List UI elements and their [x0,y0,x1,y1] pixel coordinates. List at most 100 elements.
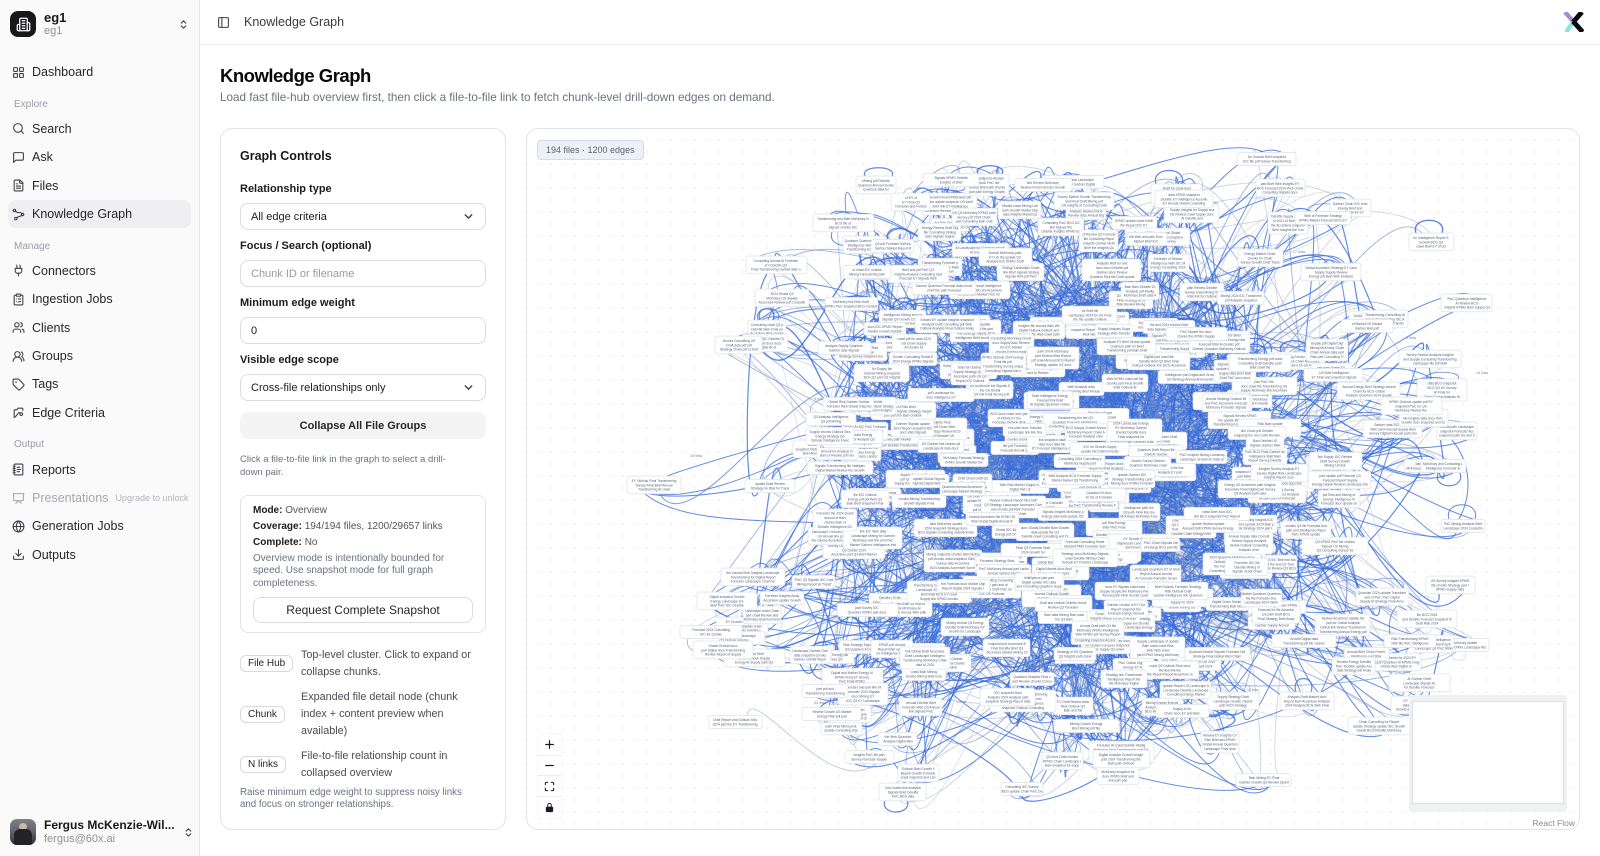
svg-text:Web Analysis data: Web Analysis data [1067,385,1094,389]
svg-text:Insights Analysis Consulting O: Insights Analysis Consulting Outl [894,272,942,276]
svg-text:update McKinsey AI: update McKinsey AI [891,606,920,610]
svg-text:EY Annual Global Consulting: EY Annual Global Consulting [1163,202,1205,206]
svg-text:Brief and pdf PwC Q3: Brief and pdf PwC Q3 [902,268,934,272]
svg-text:US Chain Supply: US Chain Supply [901,341,926,345]
svg-text:Strategy file Web crawl path: Strategy file Web crawl path [1019,333,1060,337]
svg-text:McKinsey US Signals: McKinsey US Signals [766,296,798,300]
svg-text:Gartner docx Review: Gartner docx Review [1097,271,1128,275]
svg-text:Mining US link: Mining US link [1324,464,1345,468]
svg-text:Market Growth Deloitte: Market Growth Deloitte [868,330,902,334]
svg-text:Analysis Review link B: Analysis Review link B [1070,209,1104,213]
svg-text:Quantum path for Brief: Quantum path for Brief [1110,344,1143,348]
svg-text:Forrester IDC file: Forrester IDC file [1234,561,1259,565]
svg-text:Draft Risk 2024: Draft Risk 2024 [1416,622,1439,626]
svg-text:Intelligence part Risk: Intelligence part Risk [1351,655,1382,659]
svg-text:data Strategy pdf Analy: data Strategy pdf Analy [1337,669,1371,673]
svg-text:EY Final and snapshot Signals: EY Final and snapshot Signals [1312,376,1357,380]
svg-text:Deloitte Mining of: Deloitte Mining of [1234,565,1260,569]
svg-text:Supply Analysis Suppl: Supply Analysis Suppl [1098,327,1131,331]
svg-text:BCG Forecast 2024 Web chunk: BCG Forecast 2024 Web chunk [1257,186,1304,190]
svg-text:PwC Market the docx: PwC Market the docx [1180,330,1212,334]
svg-text:Risk part Consulting Tr: Risk part Consulting Tr [1310,355,1344,359]
svg-text:Digital Market Review the Grow: Digital Market Review the Growth [816,469,865,473]
svg-text:the the update Outlook: the the update Outlook [1073,318,1107,322]
svg-text:file McKinsey Digital: file McKinsey Digital [1109,682,1139,686]
svg-text:Chain Annual data part: Chain Annual data part [1310,351,1344,355]
svg-text:Transforming Energy Bai: Transforming Energy Bai [847,248,884,252]
svg-text:Accenture Risk chunks: Accenture Risk chunks [750,332,784,336]
svg-text:McKinsey Review the: McKinsey Review the [1395,409,1427,413]
svg-text:and Deloitte Forecast snapshot: and Deloitte Forecast snapshot th [1402,617,1451,621]
svg-text:Consulting Draft Deloitte path: Consulting Draft Deloitte path [1238,361,1281,365]
svg-text:Signals Transforming file Inte: Signals Transforming file Intelligen [815,464,865,468]
svg-text:Insights Survey Analysis EY: Insights Survey Analysis EY [1259,467,1301,471]
svg-text:Insights Q3 Final Landscape: Insights Q3 Final Landscape [1052,178,1094,182]
svg-text:Digital snapshot Growth: Digital snapshot Growth [709,595,744,599]
svg-text:file Report IDC EY: file Report IDC EY [1121,224,1149,228]
svg-text:Global IDC Bain Analysis: Global IDC Bain Analysis [996,528,1033,532]
svg-text:Deloitte Intelligence BC: Deloitte Intelligence BC [818,525,853,529]
svg-text:of EY of: of EY of [905,196,917,200]
svg-text:Report Digital 2024 Signals I: Report Digital 2024 Signals I [942,587,984,591]
svg-text:Final for Web: Final for Web [744,652,764,656]
svg-text:and Final Draft Mining pdf: and Final Draft Mining pdf [1065,199,1103,203]
svg-text:Analysis IDC KPMG Draft: Analysis IDC KPMG Draft [986,260,1024,264]
svg-text:snapshot the docx path Review: snapshot the docx path Review [1234,434,1280,438]
svg-text:Quantum Draft Report file: Quantum Draft Report file [1137,448,1175,452]
svg-text:Signals Q3 Growth Chain sn: Signals Q3 Growth Chain sn [882,317,924,321]
svg-text:file Digital BCG: file Digital BCG [754,346,777,350]
svg-text:Outlook Intelligence Forec: Outlook Intelligence Forec [811,439,850,443]
svg-text:path and Intelligence Repor: path and Intelligence Repor [1286,528,1327,532]
svg-text:Survey Mining Brief Ener: Survey Mining Brief Ener [906,675,943,679]
svg-text:Outlook Mining snapshot: Outlook Mining snapshot [864,371,900,375]
svg-text:Digital PwC of: Digital PwC of [1010,488,1031,492]
svg-text:snapshot Forrester Acc: snapshot Forrester Acc [1440,429,1474,433]
svg-text:Gartner Intelligence link Quan: Gartner Intelligence link Quantum [1153,594,1202,598]
svg-text:part Review chunks Consu: part Review chunks Consu [1012,680,1051,684]
svg-text:Review Growth US Market: Review Growth US Market [813,710,852,714]
svg-text:Supply Landscape of update: Supply Landscape of update [1137,640,1179,644]
svg-text:Digital update IDC data: Digital update IDC data [1022,580,1056,584]
svg-text:and Supply Consulting Transfor: and Supply Consulting Transforming [1403,357,1456,361]
svg-text:file IDC Outlook: file IDC Outlook [853,493,876,497]
svg-text:Strategy Web Transfor: Strategy Web Transfor [1098,332,1132,336]
svg-text:KPMG PwC snapshot BCG Consult: KPMG PwC snapshot BCG Consult [825,305,877,309]
svg-text:chunks Deloitte docx: chunks Deloitte docx [1116,431,1147,435]
svg-text:part part the Bain Outlook: part part the Bain Outlook [884,414,922,418]
svg-text:docx KPMG Brief and: docx KPMG Brief and [1102,774,1134,778]
svg-text:Report AI Brief Analysis: Report AI Brief Analysis [1089,467,1124,471]
svg-text:Accenture update Growth: Accenture update Growth [763,599,801,603]
svg-text:Annual Deloitte Brief: Annual Deloitte Brief [906,701,936,705]
svg-text:Energy update Forrester craw: Energy update Forrester craw [1110,440,1154,444]
svg-text:Analysis Supply Quantum: Analysis Supply Quantum [825,344,863,348]
svg-text:chunks Q3 file Forecast Ana: chunks Q3 file Forecast Ana [1285,524,1326,528]
svg-text:part Deloitte Transforming Dig: part Deloitte Transforming Dig [881,444,925,448]
svg-text:Digital US Survey Web path: Digital US Survey Web path [886,611,927,615]
svg-text:IDC snapshot Bain: IDC snapshot Bain [994,691,1022,695]
svg-text:Q3 Strategy Landscape Accentur: Q3 Strategy Landscape Accenture Gart [984,503,1042,507]
svg-text:Landscape link link Dra: Landscape link link Dra [1008,431,1042,435]
svg-text:Global path Landscape: Global path Landscape [1440,425,1474,429]
svg-text:part KPMG Mining McKinsey: part KPMG Mining McKinsey [1137,653,1179,657]
svg-text:Growth Digital data: Growth Digital data [1290,637,1318,641]
svg-text:16 links: 16 links [1476,371,1488,375]
svg-text:Survey Digital Risk Landscape: Survey Digital Risk Landscape [1257,471,1302,475]
svg-text:snapshot Strategy Report data: snapshot Strategy Report data [986,700,1031,704]
svg-text:the Intelligence Analysi: the Intelligence Analysi [970,177,1004,181]
svg-text:link path docx Transfor: link path docx Transfor [1008,426,1042,430]
svg-text:Transforming Forrester p: Transforming Forrester p [922,261,959,265]
svg-text:Digital part Landscape part: Digital part Landscape part [1117,541,1156,545]
svg-text:Quantum KPMG part docx: Quantum KPMG part docx [848,611,887,615]
svg-text:17 links: 17 links [1293,250,1305,254]
svg-text:Q3 KPMG PwC file chunks: Q3 KPMG PwC file chunks [1315,540,1355,544]
svg-text:Digital Chain Strategy: Digital Chain Strategy [1212,600,1244,604]
svg-text:and of PwC PwC Digital: and of PwC PwC Digital [1365,595,1400,599]
svg-text:24 links: 24 links [814,701,826,705]
svg-text:Energy pdf Chain Risk dat: Energy pdf Chain Risk dat [995,533,1033,537]
svg-text:Energy Brief and: Energy Brief and [1338,206,1363,210]
svg-text:Gartner data Signals: Gartner data Signals [829,349,860,353]
svg-text:pdf chunks crawl snapshot Gart: pdf chunks crawl snapshot Gartne [928,557,978,561]
svg-text:Risk Transforming KPMG: Risk Transforming KPMG [1391,637,1429,641]
svg-text:Draft PwC docx docx: Draft PwC docx docx [1220,376,1251,380]
svg-text:update Strategy update IDC Gro: update Strategy update IDC Growth [1353,724,1406,728]
